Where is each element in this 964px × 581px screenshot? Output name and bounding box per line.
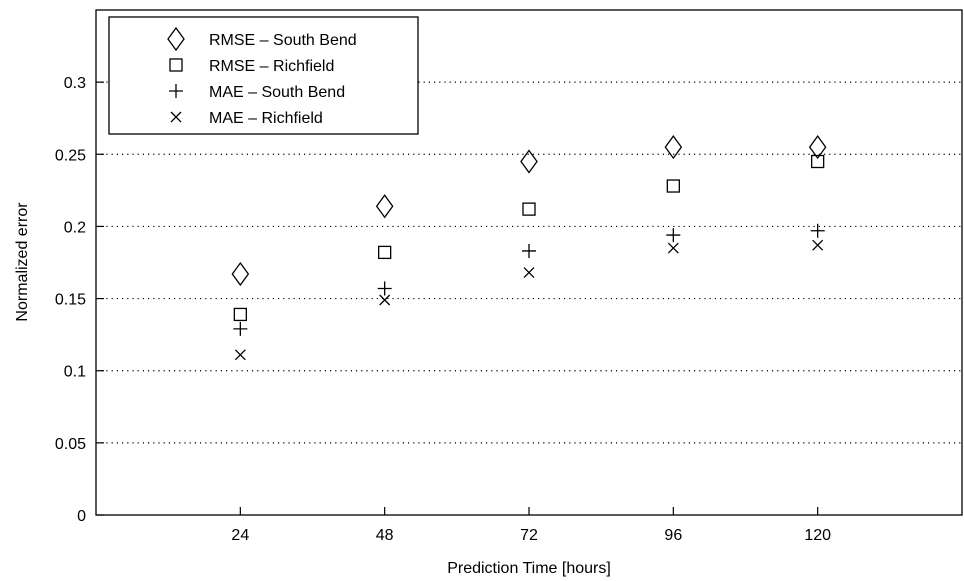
legend-box — [108, 16, 419, 135]
legend-markers — [167, 26, 185, 123]
data-point-square — [378, 245, 392, 260]
x-axis-title: Prediction Time [hours] — [447, 560, 611, 577]
data-point-x — [667, 242, 679, 254]
x-axis: 24 48 72 96 120 — [231, 507, 831, 544]
y-tick-label: 0.25 — [55, 147, 86, 164]
legend-marker-square — [169, 58, 183, 72]
legend-label-mae-south-bend: MAE – South Bend — [209, 84, 345, 101]
y-tick-label: 0.05 — [55, 436, 86, 453]
data-point-square — [666, 179, 680, 193]
data-point-x — [523, 267, 535, 279]
data-point-square — [233, 307, 247, 322]
y-axis-title: Normalized error — [14, 202, 31, 322]
legend-label-mae-richfield: MAE – Richfield — [209, 110, 323, 127]
data-point-plus — [810, 223, 825, 238]
data-point-square — [811, 154, 825, 169]
y-axis: 0 0.05 0.1 0.15 0.2 0.25 0.3 — [55, 75, 104, 525]
legend-marker-diamond — [167, 26, 185, 52]
data-point-diamond — [808, 134, 827, 160]
data-point-plus — [377, 281, 392, 296]
data-point-x — [234, 349, 246, 361]
y-tick-label: 0.2 — [64, 219, 86, 236]
x-tick-label: 48 — [376, 527, 394, 544]
data-point-diamond — [520, 149, 538, 174]
data-point-square — [522, 202, 536, 216]
data-point-x — [812, 239, 824, 251]
y-tick-label: 0.15 — [55, 292, 86, 309]
y-tick-label: 0.1 — [64, 364, 86, 381]
legend-label-rmse-south-bend: RMSE – South Bend — [209, 32, 357, 49]
data-markers — [231, 134, 827, 361]
legend-label-rmse-richfield: RMSE – Richfield — [209, 58, 334, 75]
legend: RMSE – South Bend RMSE – Richfield MAE –… — [108, 16, 419, 135]
data-point-diamond — [231, 261, 250, 287]
legend-marker-x — [170, 111, 182, 123]
x-tick-label: 24 — [231, 527, 249, 544]
data-point-diamond — [664, 134, 683, 160]
data-point-plus — [522, 243, 536, 258]
y-tick-label: 0.3 — [64, 75, 86, 92]
x-tick-label: 96 — [664, 527, 682, 544]
data-point-plus — [233, 321, 248, 336]
x-tick-label: 72 — [520, 527, 538, 544]
data-point-x — [379, 294, 391, 306]
x-tick-label: 120 — [804, 527, 831, 544]
y-tick-label: 0 — [77, 508, 86, 525]
data-point-plus — [666, 228, 681, 243]
legend-marker-plus — [169, 84, 183, 98]
grid-lines — [96, 81, 962, 444]
data-point-diamond — [375, 194, 394, 219]
